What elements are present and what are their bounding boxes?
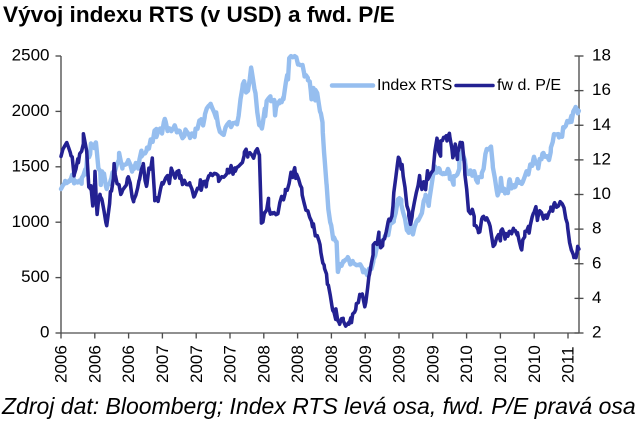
svg-text:2009: 2009 [423, 345, 442, 383]
svg-text:2010: 2010 [525, 345, 544, 383]
svg-text:2010: 2010 [491, 345, 510, 383]
svg-text:10: 10 [592, 184, 611, 203]
svg-text:14: 14 [592, 115, 611, 134]
svg-text:0: 0 [40, 323, 49, 342]
svg-text:1000: 1000 [12, 212, 50, 231]
svg-text:2010: 2010 [457, 345, 476, 383]
svg-text:2008: 2008 [254, 345, 273, 383]
svg-text:2008: 2008 [288, 345, 307, 383]
svg-text:8: 8 [592, 219, 601, 238]
svg-text:18: 18 [592, 46, 611, 65]
svg-text:4: 4 [592, 288, 601, 307]
svg-text:2500: 2500 [12, 46, 50, 65]
svg-text:6: 6 [592, 253, 601, 272]
svg-text:2007: 2007 [187, 345, 206, 383]
svg-text:2008: 2008 [322, 345, 341, 383]
svg-text:12: 12 [592, 149, 611, 168]
svg-text:2006: 2006 [119, 345, 138, 383]
svg-text:2006: 2006 [52, 345, 71, 383]
svg-text:2: 2 [592, 323, 601, 342]
svg-text:2007: 2007 [153, 345, 172, 383]
svg-text:2000: 2000 [12, 101, 50, 120]
svg-text:2006: 2006 [85, 345, 104, 383]
svg-text:2009: 2009 [356, 345, 375, 383]
svg-text:1500: 1500 [12, 156, 50, 175]
svg-text:2007: 2007 [221, 345, 240, 383]
svg-text:16: 16 [592, 80, 611, 99]
svg-text:fw d. P/E: fw d. P/E [497, 77, 561, 94]
svg-text:500: 500 [21, 267, 49, 286]
svg-text:2009: 2009 [390, 345, 409, 383]
svg-text:Index RTS: Index RTS [377, 77, 452, 94]
svg-text:2011: 2011 [559, 346, 578, 383]
